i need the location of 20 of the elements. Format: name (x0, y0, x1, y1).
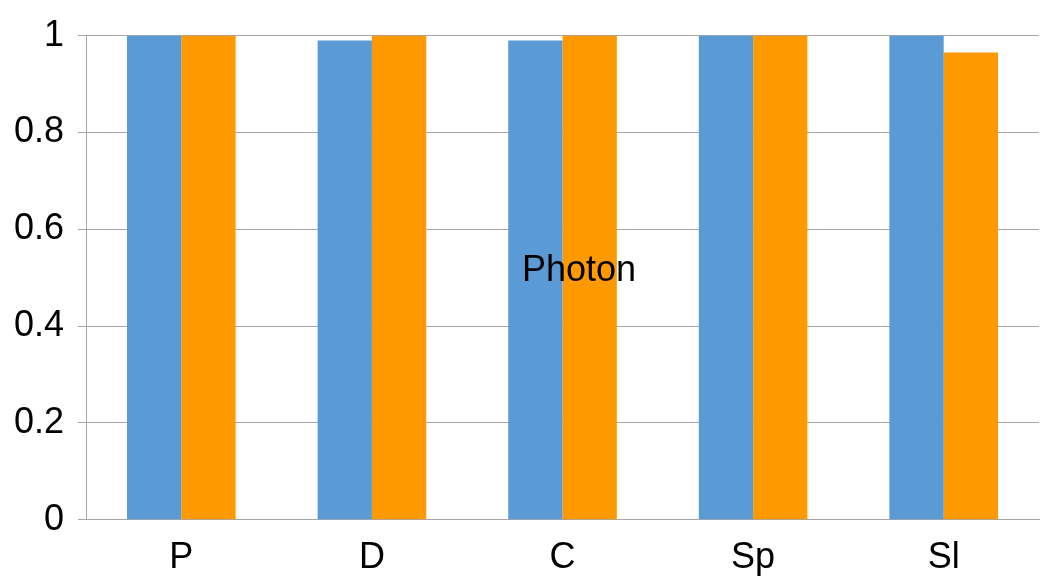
y-tick-label: 0.8 (14, 109, 65, 151)
x-tick-label: Sp (731, 535, 776, 577)
bar (698, 35, 754, 520)
bar (889, 35, 944, 520)
bar (753, 35, 808, 520)
y-tick-label: 0.6 (14, 206, 65, 248)
y-tick-label: 0 (44, 496, 65, 538)
bar (943, 52, 999, 520)
y-tick-label: 0.2 (14, 399, 65, 441)
bar (317, 40, 372, 520)
y-tick-label: 0.4 (14, 303, 65, 345)
x-tick-label: Sl (927, 535, 960, 577)
bar (371, 35, 427, 520)
bar (181, 35, 236, 520)
y-tick-label: 1 (44, 12, 65, 54)
x-tick-label: D (358, 535, 385, 577)
x-tick-label: C (549, 535, 576, 577)
bar (127, 35, 182, 520)
annotation: Photon (520, 248, 638, 290)
x-tick-label: P (169, 535, 194, 577)
